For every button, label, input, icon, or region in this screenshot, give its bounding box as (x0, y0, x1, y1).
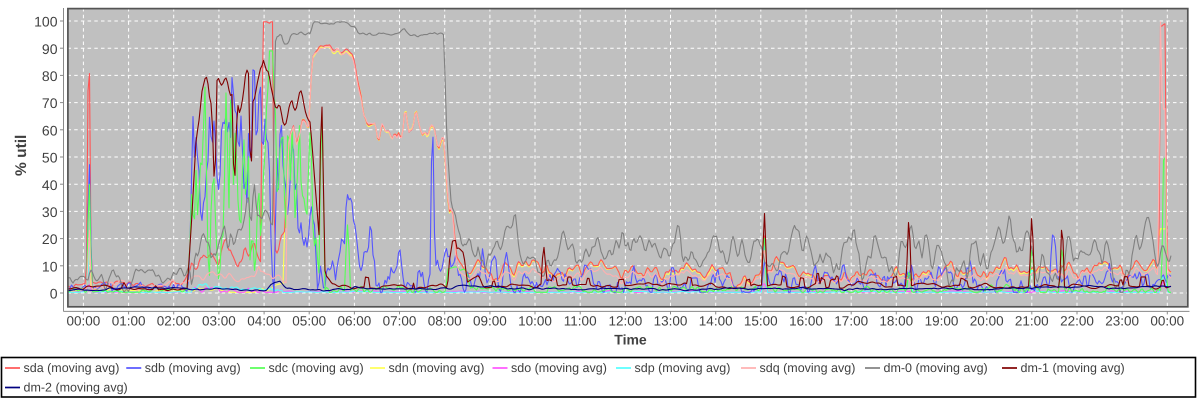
svg-text:% util: % util (13, 135, 30, 176)
svg-text:Time: Time (614, 332, 647, 348)
svg-text:40: 40 (42, 177, 58, 193)
svg-text:18:00: 18:00 (879, 314, 913, 329)
svg-text:20: 20 (42, 231, 58, 247)
svg-text:06:00: 06:00 (338, 314, 372, 329)
svg-text:sdo (moving avg): sdo (moving avg) (511, 361, 607, 375)
svg-text:00:00: 00:00 (67, 314, 101, 329)
svg-text:50: 50 (42, 150, 58, 166)
svg-text:90: 90 (42, 41, 58, 57)
svg-text:16:00: 16:00 (789, 314, 823, 329)
svg-text:dm-1 (moving avg): dm-1 (moving avg) (1021, 361, 1125, 375)
svg-text:23:00: 23:00 (1105, 314, 1139, 329)
svg-text:100: 100 (34, 14, 58, 30)
svg-text:01:00: 01:00 (112, 314, 146, 329)
svg-text:05:00: 05:00 (292, 314, 326, 329)
svg-text:20:00: 20:00 (970, 314, 1004, 329)
svg-text:03:00: 03:00 (202, 314, 236, 329)
svg-text:30: 30 (42, 204, 58, 220)
svg-text:sdc (moving avg): sdc (moving avg) (269, 361, 364, 375)
svg-text:13:00: 13:00 (654, 314, 688, 329)
svg-text:09:00: 09:00 (473, 314, 507, 329)
svg-text:80: 80 (42, 68, 58, 84)
svg-text:10: 10 (42, 258, 58, 274)
svg-text:15:00: 15:00 (744, 314, 778, 329)
svg-text:07:00: 07:00 (383, 314, 417, 329)
svg-text:dm-2 (moving avg): dm-2 (moving avg) (24, 381, 128, 395)
svg-text:sdq (moving avg): sdq (moving avg) (760, 361, 856, 375)
svg-text:14:00: 14:00 (699, 314, 733, 329)
svg-text:08:00: 08:00 (428, 314, 462, 329)
svg-text:sda (moving avg): sda (moving avg) (24, 361, 120, 375)
svg-text:02:00: 02:00 (157, 314, 191, 329)
svg-text:70: 70 (42, 95, 58, 111)
svg-text:22:00: 22:00 (1060, 314, 1094, 329)
svg-text:19:00: 19:00 (925, 314, 959, 329)
svg-text:17:00: 17:00 (834, 314, 868, 329)
svg-text:21:00: 21:00 (1015, 314, 1049, 329)
svg-text:sdp (moving avg): sdp (moving avg) (635, 361, 731, 375)
svg-text:10:00: 10:00 (518, 314, 552, 329)
svg-text:dm-0 (moving avg): dm-0 (moving avg) (884, 361, 988, 375)
svg-text:04:00: 04:00 (247, 314, 281, 329)
svg-text:11:00: 11:00 (564, 314, 597, 329)
svg-text:00:00: 00:00 (1150, 314, 1184, 329)
svg-text:60: 60 (42, 122, 58, 138)
svg-text:12:00: 12:00 (609, 314, 643, 329)
svg-text:sdb (moving avg): sdb (moving avg) (145, 361, 241, 375)
svg-text:sdn (moving avg): sdn (moving avg) (389, 361, 485, 375)
svg-text:0: 0 (50, 286, 58, 302)
